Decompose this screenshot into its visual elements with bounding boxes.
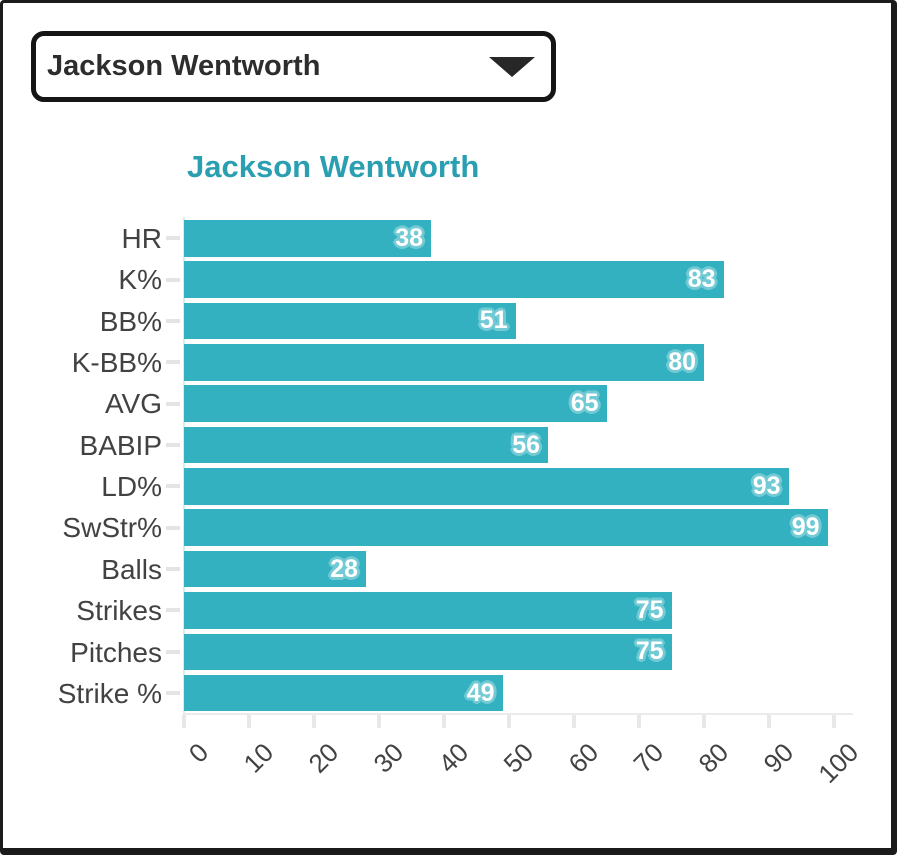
x-tick-mark	[507, 715, 511, 728]
category-label: SwStr%	[62, 512, 162, 544]
y-tick-mark	[166, 360, 180, 365]
player-select-value: Jackson Wentworth	[47, 50, 321, 82]
category-label: Pitches	[70, 636, 162, 668]
x-tick-mark	[442, 715, 446, 728]
y-tick-mark	[166, 318, 180, 323]
bar: 93	[184, 468, 789, 505]
y-tick-mark	[166, 649, 180, 654]
x-tick-label: 40	[432, 737, 475, 779]
x-tick-label: 100	[812, 737, 865, 789]
bar-value-label: 83	[687, 265, 716, 294]
bar: 28	[184, 550, 366, 588]
chart-title: Jackson Wentworth	[187, 149, 480, 184]
x-tick-mark	[767, 715, 771, 728]
bar: 56	[184, 426, 548, 464]
plot-area: HR 38 K% 83 BB% 51 K-BB% 80 AVG 65 BABIP 56 LD% 93 SwS…	[3, 3, 891, 848]
y-tick-mark	[166, 608, 180, 613]
x-tick-mark	[377, 715, 381, 728]
bar-value-label: 49	[466, 678, 495, 707]
bar: 65	[184, 385, 607, 422]
category-label: HR	[121, 223, 162, 254]
bar-value-label: 75	[635, 595, 664, 624]
x-tick-label: 30	[367, 737, 410, 779]
bar-value-label: 28	[330, 554, 358, 583]
x-tick-label: 80	[692, 737, 735, 779]
category-label: BABIP	[79, 429, 162, 461]
x-tick-label: 0	[182, 737, 215, 769]
bar: 99	[184, 509, 828, 546]
x-tick-label: 50	[497, 737, 540, 779]
y-tick-mark	[166, 443, 180, 447]
y-tick-mark	[166, 567, 180, 572]
x-tick-mark	[312, 715, 316, 728]
bar: 38	[184, 220, 431, 257]
category-label: LD%	[101, 471, 162, 503]
bar-value-label: 65	[570, 389, 599, 418]
x-tick-mark	[832, 715, 836, 728]
x-tick-mark	[182, 715, 186, 728]
bar-value-label: 38	[395, 223, 423, 252]
bar: 80	[184, 344, 704, 381]
bar-value-label: 99	[791, 513, 820, 542]
y-tick-mark	[166, 277, 180, 282]
category-label: AVG	[104, 388, 162, 420]
x-tick-label: 10	[237, 737, 280, 779]
bar: 75	[184, 592, 672, 629]
category-label: K%	[118, 264, 162, 296]
bar: 49	[184, 674, 503, 712]
category-label: Balls	[101, 553, 162, 585]
bar: 51	[184, 302, 516, 340]
category-label: Strikes	[76, 595, 162, 627]
y-tick-mark	[166, 236, 180, 241]
bar: 83	[184, 261, 724, 298]
x-tick-label: 60	[562, 737, 605, 779]
x-tick-mark	[637, 715, 641, 728]
x-tick-label: 20	[302, 737, 345, 779]
y-tick-mark	[166, 484, 180, 489]
x-tick-label: 90	[757, 737, 800, 779]
bar: 75	[184, 633, 672, 670]
bar-value-label: 93	[752, 471, 781, 500]
category-label: Strike %	[57, 677, 162, 709]
bar-value-label: 75	[635, 637, 664, 666]
x-tick-mark	[702, 715, 706, 728]
y-tick-mark	[166, 525, 180, 530]
y-axis-line	[183, 217, 185, 714]
x-tick-mark	[572, 715, 576, 728]
y-tick-mark	[166, 691, 180, 696]
category-label: K-BB%	[71, 347, 162, 379]
chevron-down-icon	[489, 56, 535, 77]
x-axis-line	[183, 713, 853, 715]
player-select[interactable]: Jackson Wentworth	[31, 31, 556, 102]
bar-value-label: 56	[512, 430, 540, 459]
x-tick-label: 70	[627, 737, 670, 779]
category-label: BB%	[99, 305, 162, 337]
bar-value-label: 80	[668, 347, 696, 376]
y-tick-mark	[166, 401, 180, 406]
x-tick-mark	[247, 715, 251, 728]
bar-value-label: 51	[479, 306, 508, 335]
